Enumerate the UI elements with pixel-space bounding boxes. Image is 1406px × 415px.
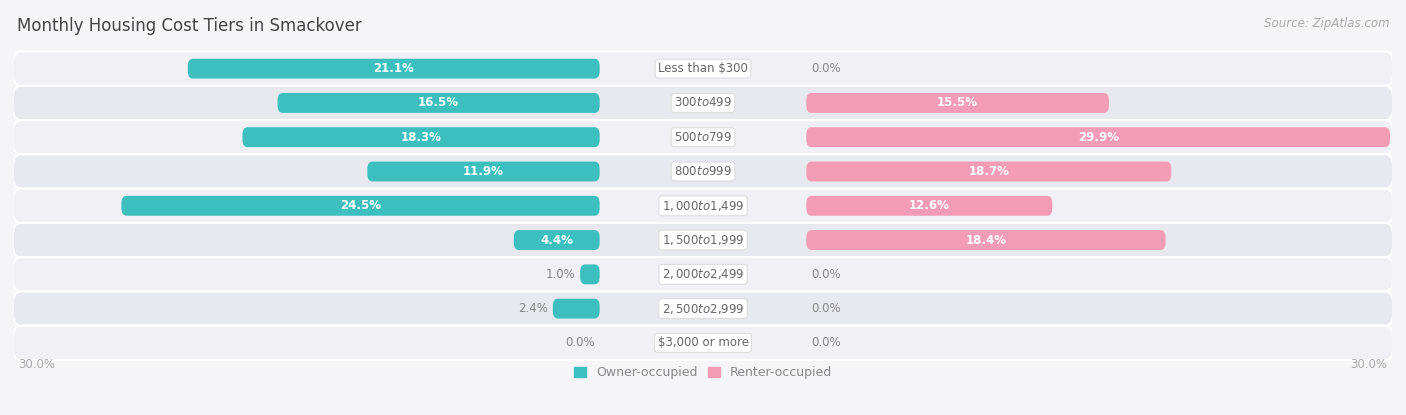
Text: 29.9%: 29.9% [1077, 131, 1119, 144]
Text: $300 to $499: $300 to $499 [673, 96, 733, 110]
Text: Source: ZipAtlas.com: Source: ZipAtlas.com [1264, 17, 1389, 29]
Text: 30.0%: 30.0% [1350, 358, 1388, 371]
Text: $1,500 to $1,999: $1,500 to $1,999 [662, 233, 744, 247]
Text: $3,000 or more: $3,000 or more [658, 337, 748, 349]
Text: 18.7%: 18.7% [969, 165, 1010, 178]
Text: 21.1%: 21.1% [374, 62, 415, 75]
Text: 12.6%: 12.6% [908, 199, 950, 212]
Text: 1.0%: 1.0% [546, 268, 575, 281]
FancyBboxPatch shape [13, 120, 1393, 154]
Text: $2,000 to $2,499: $2,000 to $2,499 [662, 267, 744, 281]
FancyBboxPatch shape [807, 161, 1171, 181]
Text: 16.5%: 16.5% [418, 96, 460, 110]
FancyBboxPatch shape [13, 51, 1393, 86]
Text: $800 to $999: $800 to $999 [673, 165, 733, 178]
FancyBboxPatch shape [807, 196, 1052, 216]
FancyBboxPatch shape [13, 257, 1393, 291]
FancyBboxPatch shape [513, 230, 599, 250]
Text: 4.4%: 4.4% [540, 234, 574, 247]
Text: Monthly Housing Cost Tiers in Smackover: Monthly Housing Cost Tiers in Smackover [17, 17, 361, 34]
FancyBboxPatch shape [13, 189, 1393, 223]
Text: 30.0%: 30.0% [18, 358, 56, 371]
Text: 0.0%: 0.0% [811, 268, 841, 281]
Text: 0.0%: 0.0% [811, 302, 841, 315]
Text: 18.4%: 18.4% [966, 234, 1007, 247]
Text: 18.3%: 18.3% [401, 131, 441, 144]
Text: $2,500 to $2,999: $2,500 to $2,999 [662, 302, 744, 316]
Text: 0.0%: 0.0% [565, 337, 595, 349]
Text: 15.5%: 15.5% [938, 96, 979, 110]
FancyBboxPatch shape [13, 223, 1393, 257]
FancyBboxPatch shape [807, 230, 1166, 250]
Text: 24.5%: 24.5% [340, 199, 381, 212]
FancyBboxPatch shape [242, 127, 599, 147]
Legend: Owner-occupied, Renter-occupied: Owner-occupied, Renter-occupied [568, 361, 838, 384]
FancyBboxPatch shape [188, 59, 599, 78]
Text: 2.4%: 2.4% [519, 302, 548, 315]
FancyBboxPatch shape [277, 93, 599, 113]
FancyBboxPatch shape [367, 161, 599, 181]
Text: Less than $300: Less than $300 [658, 62, 748, 75]
Text: 11.9%: 11.9% [463, 165, 503, 178]
FancyBboxPatch shape [581, 264, 599, 284]
FancyBboxPatch shape [807, 93, 1109, 113]
Text: $500 to $799: $500 to $799 [673, 131, 733, 144]
FancyBboxPatch shape [807, 127, 1391, 147]
FancyBboxPatch shape [553, 299, 599, 319]
FancyBboxPatch shape [121, 196, 599, 216]
FancyBboxPatch shape [13, 291, 1393, 326]
Text: 0.0%: 0.0% [811, 337, 841, 349]
Text: $1,000 to $1,499: $1,000 to $1,499 [662, 199, 744, 213]
FancyBboxPatch shape [13, 86, 1393, 120]
FancyBboxPatch shape [13, 326, 1393, 360]
FancyBboxPatch shape [13, 154, 1393, 189]
Text: 0.0%: 0.0% [811, 62, 841, 75]
